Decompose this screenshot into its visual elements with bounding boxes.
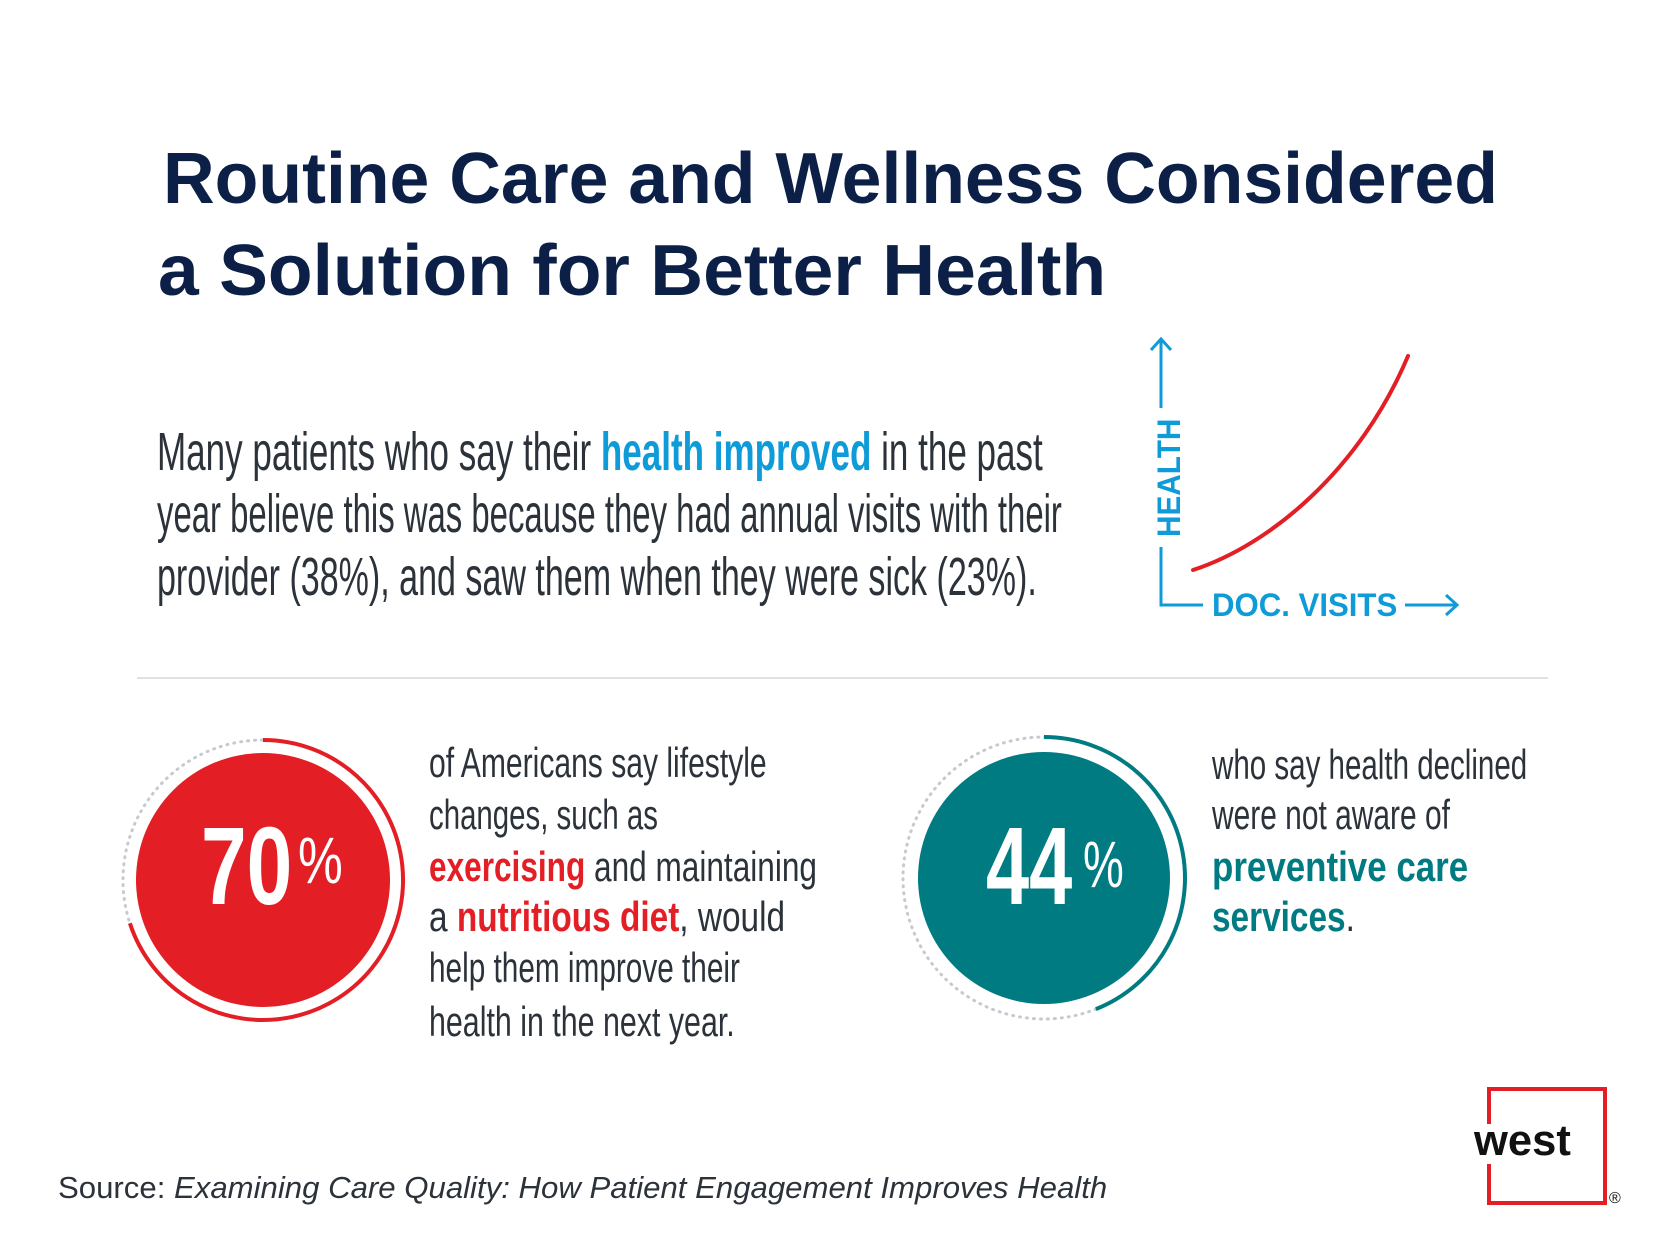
intro-text: Many patients who say their (157, 422, 601, 482)
stat-unit-percent: % (1083, 827, 1124, 901)
highlight-services: services (1212, 893, 1346, 940)
stat2-text: . (1345, 893, 1355, 940)
highlight-nutritious-diet: nutritious diet (456, 893, 680, 940)
intro-line-1: Many patients who say their health impro… (157, 425, 1043, 479)
stat2-line-2: were not aware of (1212, 791, 1450, 838)
y-axis-arrow-icon (1149, 336, 1173, 352)
page-title-line-2: a Solution for Better Health (158, 231, 1107, 311)
ring-progress-arc (127, 738, 405, 1022)
stat1-line-6: health in the next year. (429, 998, 735, 1045)
intro-text: in the past (871, 422, 1043, 482)
ring-progress-arc (1043, 735, 1187, 1011)
x-axis-arrow-icon (1444, 593, 1460, 617)
x-axis-label: DOC. VISITS (1212, 587, 1398, 623)
y-axis-label: HEALTH (1151, 418, 1187, 537)
highlight-health-improved: health improved (600, 422, 872, 482)
stat1-line-4: a nutritious diet, would (429, 896, 785, 938)
stat2-line-3: preventive care (1212, 843, 1469, 890)
stat1-line-2: changes, such as (429, 791, 658, 838)
logo-wordmark: west (1474, 1116, 1571, 1165)
stat1-line-5: help them improve their (429, 944, 740, 991)
page-title-line-1: Routine Care and Wellness Considered (163, 139, 1498, 219)
registered-mark: ® (1609, 1190, 1621, 1207)
logo-gap (1484, 1124, 1494, 1164)
stat-value-44: 44 (986, 805, 1073, 928)
mini-chart (1149, 336, 1460, 617)
stat2-line-1: who say health declined (1212, 741, 1528, 788)
stat1-line-3: exercising and maintaining (429, 846, 817, 888)
stat-unit-percent: % (298, 823, 343, 897)
source-label: Source: (58, 1170, 175, 1205)
source-citation: Source: Examining Care Quality: How Pati… (58, 1172, 1107, 1203)
stat2-line-4: services. (1212, 896, 1355, 938)
axis-corner (1159, 547, 1203, 607)
highlight-exercising: exercising (429, 843, 586, 890)
stat-disc (136, 753, 390, 1007)
source-title: Examining Care Quality: How Patient Enga… (174, 1170, 1108, 1205)
intro-line-2: year believe this was because they had a… (157, 484, 1062, 544)
stat1-text: and maintaining (585, 843, 817, 890)
stat-ring-44 (901, 735, 1187, 1021)
section-divider (137, 677, 1548, 679)
west-logo (1484, 1087, 1607, 1205)
intro-line-3: provider (38%), and saw them when they w… (157, 547, 1037, 607)
stat-ring-70 (121, 738, 405, 1022)
stat1-line-1: of Americans say lifestyle (429, 739, 767, 786)
stat1-text: a (429, 893, 457, 940)
stat-disc (918, 752, 1170, 1004)
health-curve (1191, 354, 1410, 572)
stat-value-70: 70 (201, 805, 293, 928)
stat1-text: , would (679, 893, 786, 940)
